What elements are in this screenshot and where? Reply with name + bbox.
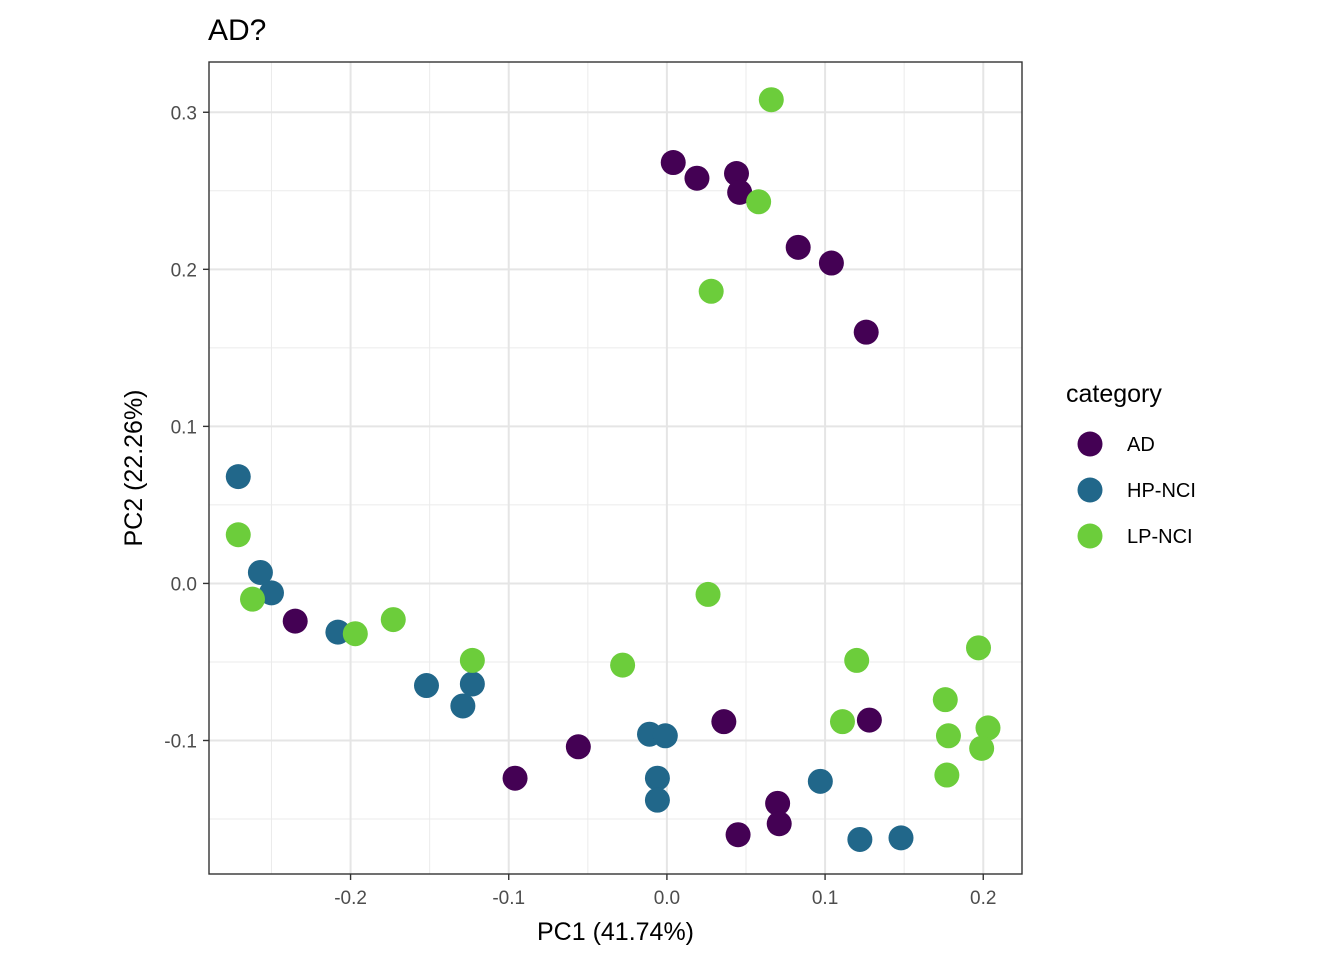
point-lp-nci — [698, 278, 724, 304]
point-ad — [725, 822, 751, 848]
y-axis-title: PC2 (22.26%) — [120, 389, 148, 546]
point-hp-nci — [225, 464, 251, 490]
plot-panel — [208, 61, 1023, 875]
point-hp-nci — [652, 723, 678, 749]
point-hp-nci — [644, 765, 670, 791]
y-axis: -0.1 0.0 0.1 0.2 0.3 — [164, 103, 209, 752]
point-lp-nci — [239, 586, 265, 612]
point-lp-nci — [935, 723, 961, 749]
point-ad — [765, 790, 791, 816]
point-hp-nci — [644, 787, 670, 813]
point-hp-nci — [247, 559, 273, 585]
point-ad — [727, 179, 753, 205]
minor-gridlines — [209, 62, 1022, 874]
point-lp-nci — [695, 581, 721, 607]
point-lp-nci — [969, 735, 995, 761]
point-hp-nci — [450, 693, 476, 719]
legend-items: AD HP-NCI LP-NCI — [1077, 431, 1196, 549]
point-lp-nci — [966, 635, 992, 661]
point-ad — [660, 150, 686, 176]
point-hp-nci — [888, 825, 914, 851]
point-hp-nci — [258, 580, 284, 606]
legend-key-hp-nci — [1077, 477, 1103, 503]
point-ad — [856, 707, 882, 733]
data-points — [225, 87, 1001, 852]
point-lp-nci — [380, 607, 406, 633]
point-lp-nci — [610, 652, 636, 678]
legend-label-lp-nci: LP-NCI — [1127, 526, 1193, 548]
point-ad — [766, 811, 792, 837]
x-tick-label: -0.2 — [334, 888, 367, 909]
point-lp-nci — [459, 647, 485, 673]
y-tick-label: 0.1 — [171, 417, 197, 438]
legend-label-ad: AD — [1127, 434, 1155, 456]
x-axis: -0.2 -0.1 0.0 0.1 0.2 — [334, 874, 996, 909]
point-hp-nci — [807, 768, 833, 794]
major-gridlines — [209, 62, 1022, 874]
legend-title: category — [1066, 380, 1162, 408]
point-lp-nci — [342, 621, 368, 647]
legend-key-lp-nci — [1077, 523, 1103, 549]
chart-title: AD? — [208, 14, 266, 47]
point-ad — [282, 608, 308, 634]
point-lp-nci — [758, 87, 784, 113]
point-lp-nci — [932, 687, 958, 713]
point-ad — [565, 734, 591, 760]
point-ad — [724, 161, 750, 187]
panel-background — [209, 62, 1022, 874]
panel-border — [208, 61, 1023, 875]
point-lp-nci — [934, 762, 960, 788]
legend-label-hp-nci: HP-NCI — [1127, 480, 1196, 502]
y-tick-label: 0.2 — [171, 260, 197, 281]
y-tick-label: 0.3 — [171, 103, 197, 124]
x-axis-title: PC1 (41.74%) — [537, 918, 694, 946]
y-tick-label: 0.0 — [171, 574, 197, 595]
legend-key-ad — [1077, 431, 1103, 457]
legend: category AD HP-NCI LP-NCI — [1066, 380, 1196, 549]
point-ad — [684, 165, 710, 191]
point-lp-nci — [746, 189, 772, 215]
point-hp-nci — [847, 826, 873, 852]
point-lp-nci — [975, 715, 1001, 741]
point-lp-nci — [844, 647, 870, 673]
x-tick-label: 0.2 — [970, 888, 996, 909]
point-hp-nci — [413, 673, 439, 699]
point-ad — [785, 234, 811, 260]
x-tick-label: 0.0 — [654, 888, 680, 909]
point-ad — [711, 709, 737, 735]
point-ad — [502, 765, 528, 791]
y-tick-label: -0.1 — [164, 731, 197, 752]
point-hp-nci — [459, 671, 485, 697]
x-tick-label: 0.1 — [812, 888, 838, 909]
point-lp-nci — [829, 709, 855, 735]
point-lp-nci — [225, 522, 251, 548]
x-tick-label: -0.1 — [492, 888, 525, 909]
point-ad — [818, 250, 844, 276]
point-ad — [853, 319, 879, 345]
